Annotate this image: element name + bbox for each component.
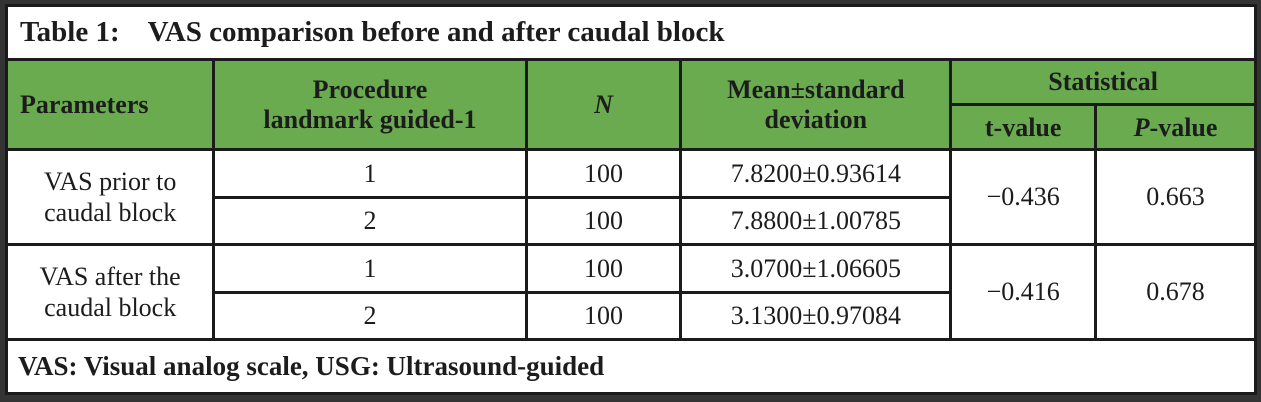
col-header-mean-line1: Mean±standard [727, 75, 905, 105]
table-row: VAS after the caudal block 1 100 3.0700±… [4, 243, 1257, 342]
col-header-procedure-line1: Procedure [312, 75, 428, 105]
cell-mean-sd: 7.8200±0.93614 [679, 148, 953, 199]
col-header-procedure: Procedure landmark guided-1 [212, 57, 528, 152]
header-row-sub: t-value P-value [7, 103, 1257, 152]
cell-n: 100 [524, 290, 683, 342]
footnote-row: VAS: Visual analog scale, USG: Ultrasoun… [5, 338, 1257, 395]
cell-procedure: 1 [212, 148, 528, 199]
col-header-statistical: Statistical [949, 57, 1257, 107]
col-header-mean-line2: deviation [764, 104, 868, 134]
col-header-p-value: P-value [1094, 103, 1257, 152]
table-footnote: VAS: Visual analog scale, USG: Ultrasoun… [5, 338, 1257, 395]
col-header-t-value: t-value [949, 103, 1098, 152]
vas-comparison-table: Table 1: VAS comparison before and after … [4, 4, 1257, 395]
cell-mean-sd: 3.1300±0.97084 [679, 290, 953, 342]
p-value-suffix: -value [1149, 112, 1218, 142]
table-title-text: VAS comparison before and after caudal b… [147, 15, 725, 48]
cell-mean-sd: 3.0700±1.06605 [679, 243, 953, 294]
table-row: VAS prior to caudal block 1 100 7.8200±0… [4, 148, 1257, 247]
table-row: 2 100 7.8800±1.00785 [7, 195, 1256, 247]
cell-parameter-prior: VAS prior to caudal block [4, 148, 216, 247]
parameter-line1: VAS after the [39, 262, 181, 292]
cell-t-value: −0.436 [949, 148, 1098, 247]
cell-p-value: 0.663 [1094, 148, 1257, 247]
p-value-p: P [1133, 112, 1150, 142]
cell-procedure: 1 [212, 243, 528, 294]
cell-procedure: 2 [212, 290, 528, 342]
parameter-line1: VAS prior to [43, 167, 177, 197]
cell-parameter-after: VAS after the caudal block [4, 243, 216, 342]
table-title: Table 1: VAS comparison before and after … [5, 4, 1257, 61]
table-title-row: Table 1: VAS comparison before and after … [5, 4, 1257, 61]
cell-mean-sd: 7.8800±1.00785 [679, 195, 953, 247]
parameter-line2: caudal block [44, 293, 177, 323]
cell-n: 100 [524, 195, 683, 247]
col-header-parameters: Parameters [4, 57, 216, 152]
cell-p-value: 0.678 [1094, 243, 1257, 342]
cell-n: 100 [524, 243, 683, 294]
cell-n: 100 [524, 148, 683, 199]
col-header-procedure-line2: landmark guided-1 [263, 104, 477, 134]
table-number-label: Table 1: [20, 15, 120, 48]
cell-t-value: −0.416 [949, 243, 1098, 342]
col-header-n: N [524, 57, 683, 152]
parameter-line2: caudal block [44, 198, 177, 228]
cell-procedure: 2 [212, 195, 528, 247]
header-row-top: Parameters Procedure landmark guided-1 N… [4, 57, 1257, 152]
table-row: 2 100 3.1300±0.97084 [7, 290, 1256, 342]
col-header-mean-sd: Mean±standard deviation [679, 57, 953, 152]
